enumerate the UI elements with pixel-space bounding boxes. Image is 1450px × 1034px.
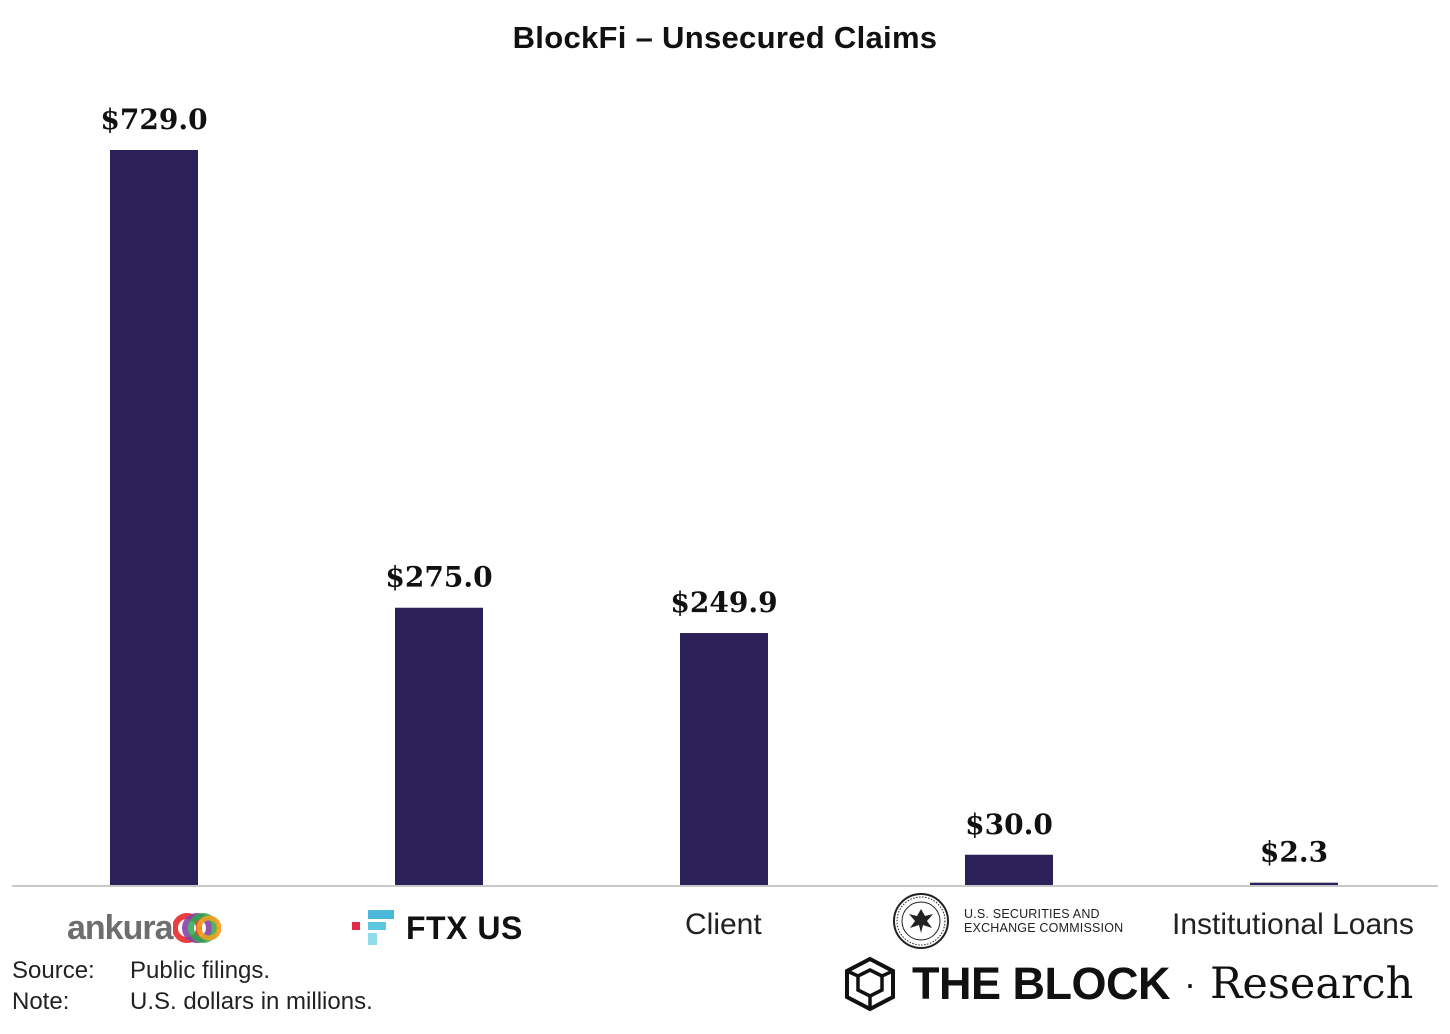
- sec-line-1: U.S. SECURITIES AND: [964, 907, 1100, 921]
- category-ftx-us: FTX US: [352, 906, 523, 950]
- the-block-cube-logo-icon: [845, 956, 895, 1012]
- brand-name: THE BLOCK: [912, 958, 1171, 1009]
- bars-group: [110, 150, 1338, 885]
- brand-suffix: Research: [1210, 959, 1414, 1009]
- bar-3: [680, 633, 768, 885]
- chart-title: BlockFi – Unsecured Claims: [512, 20, 938, 55]
- note-key: Note:: [12, 988, 70, 1015]
- ftx-logo-text: FTX US: [406, 909, 523, 946]
- note-row: Note: U.S. dollars in millions.: [12, 986, 373, 1017]
- value-label-4: $30.0: [965, 808, 1053, 841]
- bar-2: [395, 607, 483, 885]
- category-sec: U.S. SECURITIES AND EXCHANGE COMMISSION: [892, 892, 1123, 950]
- footnotes: Source: Public filings. Note: U.S. dolla…: [12, 955, 373, 1017]
- bar-5: [1250, 882, 1338, 885]
- ankura-logo-text: ankura: [67, 908, 173, 947]
- bar-chart: $729.0 $275.0 $249.9 $30.0 $2.3: [12, 103, 1438, 887]
- bar-1: [110, 150, 198, 885]
- source-value: Public filings.: [130, 957, 271, 984]
- ankura-rings-logo-icon: [172, 913, 221, 943]
- the-block-research-brand: THE BLOCK · Research: [842, 956, 1413, 1012]
- category-institutional-loans: Institutional Loans: [1172, 908, 1414, 941]
- bar-4: [965, 854, 1053, 885]
- sec-line-2: EXCHANGE COMMISSION: [964, 921, 1124, 935]
- category-ankura: ankura: [67, 906, 221, 950]
- value-label-3: $249.9: [670, 586, 777, 619]
- sec-logo-text: U.S. SECURITIES AND EXCHANGE COMMISSION: [964, 907, 1123, 935]
- sec-seal-icon: [893, 893, 949, 949]
- note-value: U.S. dollars in millions.: [130, 988, 373, 1015]
- value-label-1: $729.0: [100, 103, 207, 136]
- brand-separator: ·: [1184, 963, 1196, 1004]
- category-client: Client: [685, 908, 762, 941]
- value-label-2: $275.0: [385, 561, 492, 594]
- value-labels-group: $729.0 $275.0 $249.9 $30.0 $2.3: [100, 103, 1328, 869]
- source-row: Source: Public filings.: [12, 955, 373, 986]
- source-key: Source:: [12, 957, 95, 984]
- ftx-logo-icon: [352, 910, 394, 945]
- value-label-5: $2.3: [1260, 836, 1328, 869]
